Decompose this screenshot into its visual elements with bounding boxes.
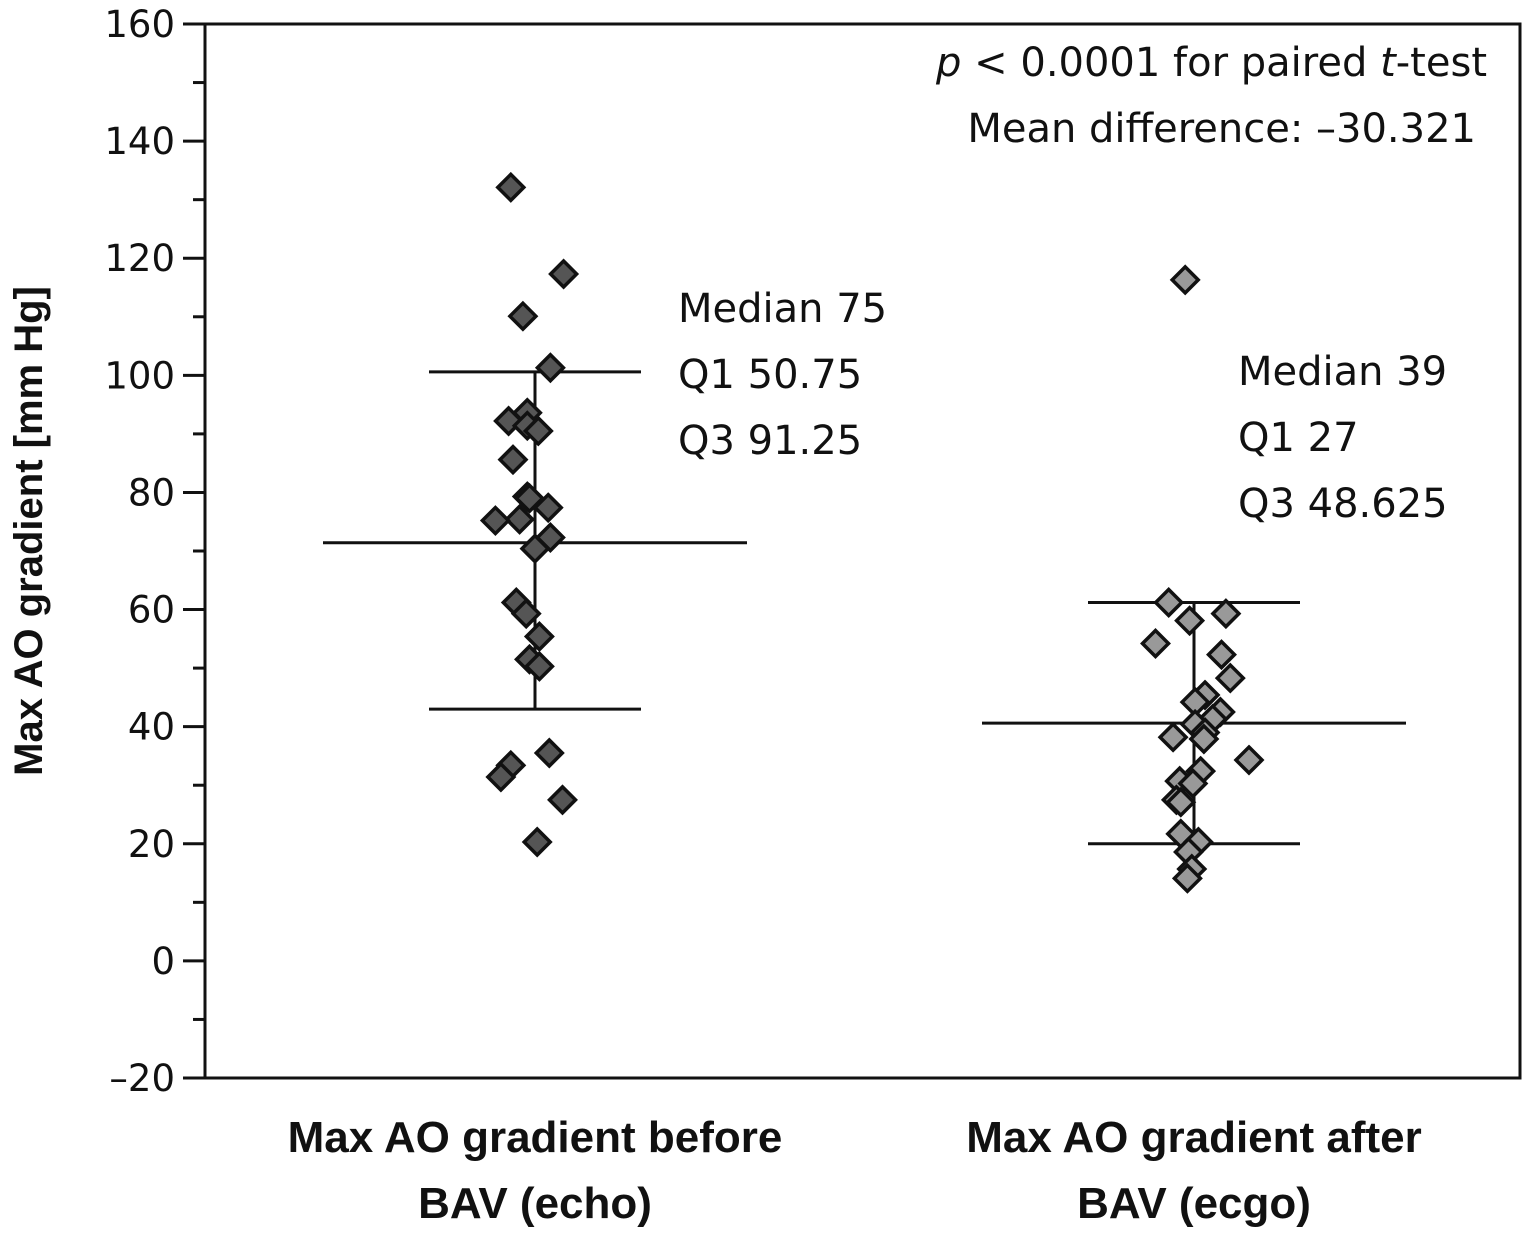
p-symbol: p bbox=[935, 40, 961, 86]
data-point bbox=[497, 444, 529, 476]
x-category-label-after-line2: BAV (ecgo) bbox=[1077, 1179, 1311, 1228]
plot-border bbox=[203, 22, 1522, 1080]
y-tick-label: 160 bbox=[104, 3, 175, 46]
after-median-annotation: Median 39 bbox=[1238, 349, 1447, 395]
y-axis: –20 0 20 40 60 80 100 120 140 160 bbox=[104, 3, 205, 1100]
data-point bbox=[1210, 598, 1242, 630]
data-point bbox=[522, 415, 554, 447]
data-point bbox=[1165, 786, 1197, 818]
y-tick-label: 140 bbox=[104, 120, 175, 163]
data-point bbox=[1214, 662, 1246, 694]
data-point bbox=[1188, 723, 1220, 755]
group-annotations: Median 75 Q1 50.75 Q3 91.25 Median 39 Q1… bbox=[678, 286, 1448, 527]
data-point bbox=[485, 761, 517, 793]
data-point bbox=[504, 503, 536, 535]
data-point bbox=[521, 826, 553, 858]
data-point bbox=[533, 737, 565, 769]
data-point bbox=[1177, 767, 1209, 799]
y-tick-label: 100 bbox=[104, 354, 175, 397]
data-point bbox=[1171, 862, 1203, 894]
data-point bbox=[495, 171, 527, 203]
plot-frame bbox=[203, 22, 1522, 1080]
data-point bbox=[1206, 639, 1237, 671]
y-tick-label: 80 bbox=[128, 471, 175, 514]
before-median-annotation: Median 75 bbox=[678, 286, 887, 332]
data-points bbox=[479, 171, 1265, 894]
data-point bbox=[1153, 587, 1185, 619]
x-category-label-before-line1: Max AO gradient before bbox=[288, 1113, 783, 1162]
test-suffix: -test bbox=[1396, 40, 1487, 86]
p-value-text: < 0.0001 for paired bbox=[961, 40, 1380, 86]
mean-difference-annotation: Mean difference: –30.321 bbox=[967, 106, 1476, 152]
data-point bbox=[1169, 264, 1201, 296]
data-point bbox=[519, 533, 551, 565]
y-tick-label: 120 bbox=[104, 237, 175, 280]
data-point bbox=[523, 650, 555, 682]
before-q3-annotation: Q3 91.25 bbox=[678, 418, 862, 464]
y-tick-label: 20 bbox=[128, 823, 175, 866]
x-category-label-before-line2: BAV (echo) bbox=[418, 1179, 652, 1228]
y-tick-label: 40 bbox=[128, 706, 175, 749]
data-point bbox=[1233, 744, 1265, 776]
data-point bbox=[507, 300, 539, 332]
data-point bbox=[1140, 628, 1171, 659]
data-point bbox=[1157, 721, 1189, 753]
after-q1-annotation: Q1 27 bbox=[1238, 415, 1359, 461]
data-point bbox=[547, 784, 578, 816]
t-symbol: t bbox=[1380, 40, 1397, 86]
x-category-label-after-line1: Max AO gradient after bbox=[966, 1113, 1422, 1162]
data-point bbox=[523, 621, 555, 652]
paired-t-test-annotation: p < 0.0001 for paired t-test bbox=[935, 40, 1487, 86]
before-q1-annotation: Q1 50.75 bbox=[678, 352, 862, 398]
y-axis-label: Max AO gradient [mm Hg] bbox=[7, 286, 51, 776]
y-tick-label: 0 bbox=[151, 940, 175, 983]
data-point bbox=[479, 505, 511, 537]
y-tick-label: –20 bbox=[109, 1057, 175, 1100]
after-q3-annotation: Q3 48.625 bbox=[1238, 481, 1448, 527]
y-tick-label: 60 bbox=[128, 589, 175, 632]
data-point bbox=[548, 258, 580, 290]
data-point bbox=[1174, 605, 1206, 637]
data-point bbox=[510, 598, 542, 630]
data-point bbox=[534, 352, 566, 384]
data-point bbox=[532, 492, 564, 524]
x-axis-labels: Max AO gradient before BAV (echo) Max AO… bbox=[288, 1113, 1422, 1228]
